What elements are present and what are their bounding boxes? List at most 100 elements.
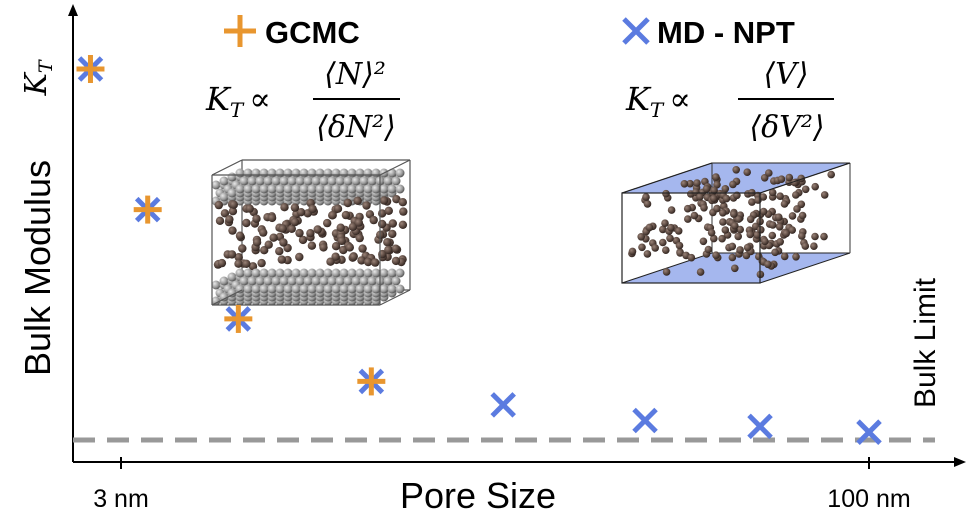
gcmc-slit-pore-box	[211, 159, 411, 306]
wall-atom	[339, 284, 349, 294]
fluid-particle	[712, 173, 720, 181]
wall-atom	[319, 176, 329, 186]
y-axis-arrow	[68, 4, 78, 16]
fluid-particle	[712, 251, 720, 259]
fluid-particle	[290, 203, 300, 212]
fluid-particle	[313, 225, 322, 234]
wall-atom	[251, 168, 261, 178]
fluid-particle	[391, 256, 401, 266]
fluid-particle	[319, 243, 328, 252]
fluid-particle	[290, 217, 300, 227]
wall-atom	[379, 184, 389, 194]
fluid-particle	[287, 224, 296, 233]
fluid-particle	[722, 194, 731, 203]
fluid-particle	[295, 252, 304, 262]
wall-atom	[351, 276, 361, 286]
wall-atom	[259, 184, 269, 194]
fluid-particle	[707, 228, 716, 237]
fluid-particle	[662, 268, 671, 276]
wall-atom	[247, 276, 257, 286]
fluid-particle	[235, 231, 245, 240]
wall-atom	[371, 268, 381, 278]
wall-atom	[355, 268, 365, 278]
wall-atom	[271, 176, 281, 186]
fluid-particle	[757, 226, 765, 234]
gcmc-formula-denominator: ⟨δN²⟩	[316, 110, 396, 145]
x-ticks: 3 nm 100 nm	[93, 457, 911, 513]
fluid-particle	[676, 249, 684, 257]
fluid-particle	[687, 253, 696, 262]
wall-atom	[211, 180, 221, 190]
wall-atom	[335, 276, 345, 286]
wall-atom	[267, 268, 277, 278]
fluid-particle	[234, 259, 243, 268]
fluid-particle	[661, 219, 669, 227]
fluid-particle	[215, 216, 225, 225]
fluid-particle	[328, 211, 337, 220]
md-npt-point	[632, 407, 658, 434]
fluid-particle	[388, 219, 397, 228]
wall-atom	[275, 168, 285, 178]
fluid-particle	[792, 252, 800, 261]
fluid-particle	[637, 233, 645, 241]
bulk-limit-label: Bulk Limit	[909, 277, 942, 408]
fluid-particle	[353, 196, 362, 205]
wall-atom	[251, 184, 261, 194]
box-edge	[759, 162, 851, 194]
fluid-particle	[699, 237, 708, 246]
wall-atom	[327, 276, 337, 286]
wall-atom	[275, 268, 285, 278]
fluid-particle	[768, 188, 777, 197]
gcmc-legend-label: GCMC	[265, 15, 360, 50]
wall-atom	[331, 284, 341, 294]
wall-atom	[307, 268, 317, 278]
fluid-particle	[700, 204, 708, 212]
fluid-particle	[718, 234, 726, 243]
wall-atom	[335, 176, 345, 186]
wall-atom	[235, 184, 245, 194]
wall-atom	[291, 184, 301, 194]
fluid-particle	[775, 223, 784, 231]
wall-atom	[315, 284, 325, 294]
fluid-particle	[765, 169, 773, 177]
wall-atom	[387, 284, 397, 294]
wall-atom	[359, 276, 369, 286]
wall-atom	[351, 176, 361, 186]
fluid-particle	[306, 229, 315, 238]
wall-atom	[379, 268, 389, 278]
formula-gcmc: KT ∝ ⟨N⟩² ⟨δN²⟩	[205, 57, 400, 145]
wall-atom	[359, 176, 369, 186]
fluid-particle	[820, 232, 828, 241]
fluid-particle	[659, 225, 667, 234]
wall-atom	[255, 176, 265, 186]
wall-atom	[255, 276, 265, 286]
wall-atom	[287, 176, 297, 186]
fluid-particle	[798, 232, 806, 240]
fluid-particle	[295, 228, 304, 238]
fluid-particle	[684, 215, 692, 223]
fluid-particle	[379, 196, 389, 205]
fluid-particle	[704, 245, 713, 254]
fluid-particle	[275, 247, 284, 256]
fluid-particle	[721, 185, 730, 193]
wall-atom	[279, 176, 289, 186]
fluid-particle	[710, 186, 718, 194]
fluid-particle	[710, 234, 718, 243]
wall-atom	[383, 276, 393, 286]
fluid-particle	[719, 209, 727, 217]
fluid-particle	[788, 226, 796, 234]
fluid-particle	[384, 206, 393, 215]
wall-atom	[259, 268, 269, 278]
fluid-particle	[798, 211, 807, 220]
x-tick-label-0: 3 nm	[93, 485, 149, 513]
fluid-particle	[339, 245, 348, 255]
fluid-particle	[667, 206, 676, 214]
wall-atom	[387, 168, 397, 178]
wall-atom	[267, 284, 277, 294]
fluid-particle	[296, 208, 306, 217]
wall-atom	[275, 284, 285, 294]
fluid-particle	[628, 247, 637, 256]
box-edge	[211, 289, 243, 306]
fluid-particle	[743, 168, 751, 176]
wall-atom	[303, 176, 313, 186]
